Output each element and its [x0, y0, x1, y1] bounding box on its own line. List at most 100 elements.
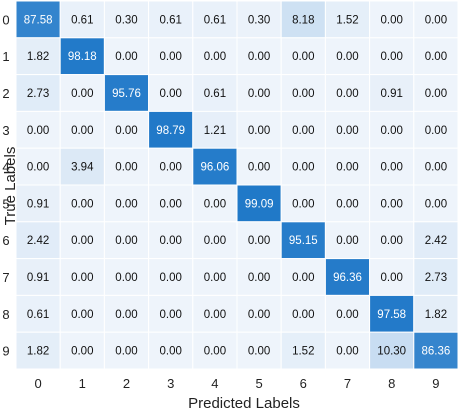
heatmap-cell	[15, 294, 61, 333]
heatmap-cell	[236, 0, 282, 39]
cell-value-label: 0.00	[248, 346, 270, 358]
cell-value-label: 0.00	[204, 272, 226, 284]
cell-value-label: 0.00	[292, 88, 314, 100]
cell-value-label: 0.00	[381, 125, 403, 137]
cell-value-label: 97.58	[377, 309, 406, 321]
y-tick-label: 3	[2, 123, 9, 138]
x-tick-label: 7	[344, 376, 351, 391]
heatmap-cell	[413, 0, 459, 39]
cell-value-label: 1.82	[27, 51, 49, 63]
cell-value-label: 0.00	[160, 346, 182, 358]
cell-value-label: 0.00	[160, 235, 182, 247]
y-tick-label: 4	[2, 160, 9, 175]
cell-value-label: 0.00	[292, 162, 314, 174]
y-tick-label: 6	[2, 233, 9, 248]
heatmap-cell	[103, 331, 150, 370]
cell-value-label: 0.00	[336, 309, 358, 321]
cell-value-label: 0.00	[336, 162, 358, 174]
heatmap-cell	[59, 147, 105, 186]
cell-value-label: 0.00	[27, 125, 49, 137]
heatmap-cell	[59, 0, 105, 39]
cell-value-label: 8.18	[292, 14, 314, 26]
cell-value-label: 0.00	[115, 309, 137, 321]
cell-value-label: 95.76	[112, 88, 141, 100]
cell-value-label: 0.00	[248, 235, 270, 247]
heatmap-cell	[280, 221, 326, 260]
heatmap-cell	[413, 294, 459, 333]
cell-value-label: 0.00	[160, 272, 182, 284]
cell-value-label: 10.30	[377, 346, 406, 358]
cell-value-label: 0.00	[71, 88, 93, 100]
heatmap-cell	[413, 331, 459, 370]
x-tick-label: 4	[211, 376, 218, 391]
cell-value-label: 0.00	[204, 309, 226, 321]
heatmap-cell	[324, 258, 371, 296]
cell-value-label: 96.36	[333, 272, 362, 284]
heatmap-cell	[280, 37, 326, 76]
cell-value-label: 98.18	[68, 51, 97, 63]
cell-value-label: 1.21	[204, 125, 226, 137]
heatmap-cell	[369, 331, 415, 370]
heatmap-cell	[324, 0, 371, 39]
heatmap-cell	[369, 37, 415, 76]
cell-value-label: 0.61	[71, 14, 93, 26]
heatmap-cell	[148, 184, 194, 223]
cell-value-label: 0.00	[160, 88, 182, 100]
cell-value-label: 0.00	[160, 162, 182, 174]
heatmap-cell	[103, 74, 150, 112]
cell-value-label: 1.52	[292, 346, 314, 358]
heatmap-cell	[192, 331, 238, 370]
cell-value-label: 0.00	[425, 125, 447, 137]
heatmap-cell	[280, 294, 326, 333]
cell-value-label: 0.00	[425, 51, 447, 63]
heatmap-cell	[59, 294, 105, 333]
cell-value-label: 0.00	[381, 235, 403, 247]
heatmap-cell	[148, 221, 194, 260]
heatmap-cell	[324, 221, 371, 260]
cell-value-label: 0.00	[115, 235, 137, 247]
heatmap-cell	[103, 258, 150, 296]
heatmap-cell	[413, 258, 459, 296]
cell-value-label: 0.00	[336, 51, 358, 63]
cell-value-label: 0.00	[115, 272, 137, 284]
heatmap-cell	[103, 184, 150, 223]
cell-value-label: 0.00	[248, 125, 270, 137]
cell-value-label: 0.00	[115, 51, 137, 63]
cell-value-label: 0.00	[381, 51, 403, 63]
cell-value-label: 0.00	[381, 162, 403, 174]
cell-value-label: 0.00	[71, 346, 93, 358]
cell-value-label: 0.00	[425, 198, 447, 210]
cell-value-label: 0.91	[27, 272, 49, 284]
cell-value-label: 0.00	[292, 125, 314, 137]
cell-value-label: 0.00	[115, 162, 137, 174]
cell-value-label: 0.00	[336, 198, 358, 210]
cell-value-label: 0.00	[248, 309, 270, 321]
y-tick-label: 1	[2, 49, 9, 64]
cell-value-label: 0.00	[27, 162, 49, 174]
heatmap-cell	[236, 147, 282, 186]
heatmap-cell	[324, 74, 371, 112]
cell-value-label: 0.00	[381, 272, 403, 284]
heatmap-cell	[413, 147, 459, 186]
cell-value-label: 0.00	[248, 51, 270, 63]
heatmap-cell	[236, 110, 282, 149]
cell-value-label: 0.00	[425, 162, 447, 174]
cell-value-label: 1.82	[27, 346, 49, 358]
heatmap-cells: 87.58 0.61 0.30 0.61 0.61 0.30 8.18 1.52 0.00 0.0…	[15, 0, 459, 370]
x-tick-label: 8	[388, 376, 395, 391]
cell-value-label: 0.00	[204, 51, 226, 63]
cell-value-label: 0.00	[204, 235, 226, 247]
heatmap-cell	[413, 74, 459, 112]
heatmap-cell	[15, 110, 61, 149]
x-tick-label: 3	[167, 376, 174, 391]
y-tick-label: 9	[2, 344, 9, 359]
cell-value-label: 1.52	[336, 14, 358, 26]
heatmap-cell	[413, 221, 459, 260]
cell-value-label: 0.00	[115, 346, 137, 358]
y-tick-label: 5	[2, 196, 9, 211]
heatmap-cell	[369, 294, 415, 333]
heatmap-cell	[280, 147, 326, 186]
y-tick-label: 2	[2, 86, 9, 101]
y-tick-label: 0	[2, 12, 9, 27]
y-tick-label: 7	[2, 270, 9, 285]
